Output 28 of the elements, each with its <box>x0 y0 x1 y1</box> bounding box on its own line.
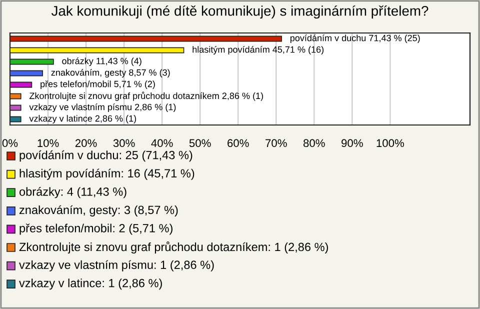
text: obrázky: 4 (11,43 %) <box>19 187 126 198</box>
text: přes telefon/mobil: 2 (5,71 %) <box>20 224 172 235</box>
x-tick-label: 30% <box>113 139 135 148</box>
x-tick-label: 60% <box>228 139 249 148</box>
data-label: hlasitým povídáním 45,71 % (16) <box>192 46 324 55</box>
data-label: znakováním, gesty 8,57 % (3) <box>51 68 170 78</box>
chart-title: Jak komunikuji (mé dítě komunikuje) s imaginárním přítelem? <box>52 5 428 19</box>
x-tick-label: 0% <box>2 139 18 148</box>
text: hlasitým povídáním: 16 (45,71 %) <box>20 168 194 180</box>
text: vzkazy ve vlastním písmu: 1 (2,86 %) <box>19 260 214 272</box>
text: povídáním v duchu: 25 (71,43 %) <box>20 150 192 162</box>
x-tick-label: 100% <box>376 139 404 148</box>
text: vzkazy v latince: 1 (2,86 %) <box>19 278 162 290</box>
x-tick-label: 20% <box>75 139 97 148</box>
x-tick-label: 10% <box>38 139 59 148</box>
data-label: Zkontrolujte si znovu graf průchodu dotazníkem 2,86 % (1) <box>29 92 263 101</box>
x-tick-label: 40% <box>151 139 173 148</box>
x-tick-label: 90% <box>342 139 363 148</box>
data-label: povídáním v duchu 71,43 % (25) <box>290 34 420 44</box>
data-label: vzkazy v latince 2,86 % (1) <box>29 115 136 124</box>
x-tick-label: 80% <box>303 139 325 148</box>
data-label: vzkazy ve vlastním písmu 2,86 % (1) <box>29 103 176 112</box>
x-tick-label: 50% <box>189 139 211 148</box>
x-tick-label: 70% <box>266 139 287 148</box>
text: znakováním, gesty: 3 (8,57 %) <box>19 205 178 216</box>
data-label: přes telefon/mobil 5,71 % (2) <box>40 80 155 89</box>
data-label: obrázky 11,43 % (4) <box>62 57 142 66</box>
text: Zkontrolujte si znovu graf průchodu dotazníkem: 1 (2,86 %) <box>19 242 328 254</box>
